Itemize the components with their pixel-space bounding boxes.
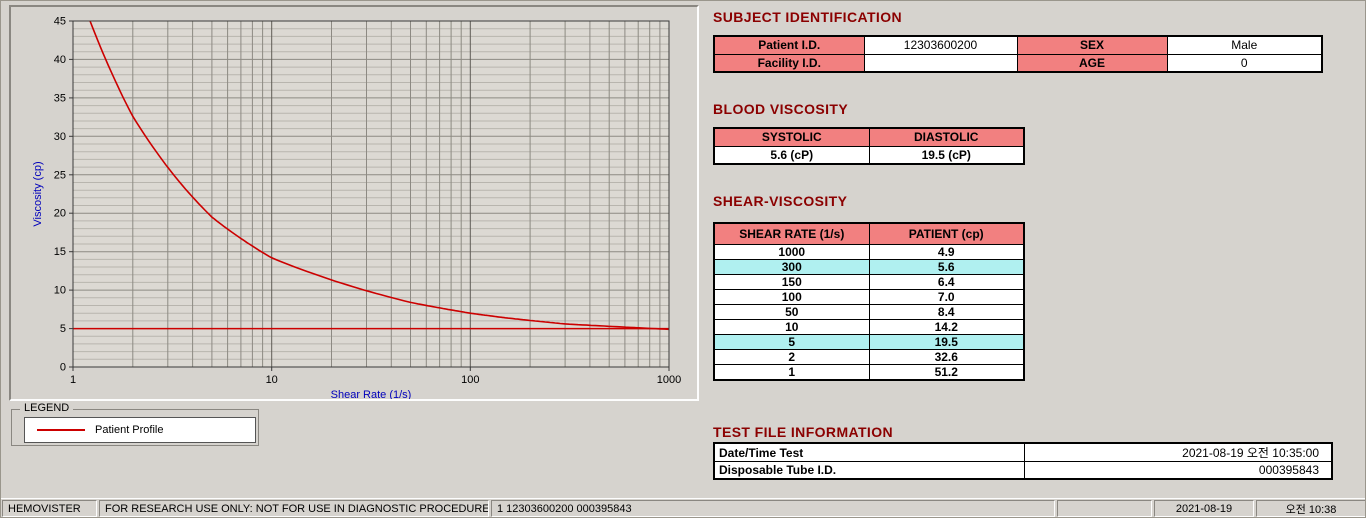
status-time: 오전 10:38	[1256, 500, 1365, 517]
shear-viscosity-heading: SHEAR-VISCOSITY	[713, 193, 848, 209]
table-row: Disposable Tube I.D. 000395843	[713, 461, 1333, 479]
legend-item-label: Patient Profile	[95, 424, 164, 436]
viscosity-chart: 0 5 10 15 20 25 30 35 40 45 1 10 100 1000 Shear Rate (…	[32, 16, 681, 400]
diastolic-value: 19.5 (cP)	[868, 145, 1025, 165]
shear-rate-cell: 150	[713, 273, 870, 290]
shear-rate-cell: 100	[713, 288, 870, 305]
patient-cp-cell: 51.2	[868, 363, 1025, 380]
patient-cp-cell: 32.6	[868, 348, 1025, 365]
svg-text:0: 0	[60, 362, 66, 374]
table-row: 2 32.6	[713, 348, 1025, 365]
patient-profile-line-swatch	[37, 429, 85, 431]
age-label: AGE	[1016, 53, 1168, 73]
patient-cp-cell: 4.9	[868, 243, 1025, 260]
table-row: 1 51.2	[713, 363, 1025, 380]
patient-cp-cell: 14.2	[868, 318, 1025, 335]
shear-rate-cell: 50	[713, 303, 870, 320]
table-row: 100 7.0	[713, 288, 1025, 305]
facility-id-label: Facility I.D.	[713, 53, 865, 73]
patient-id-label: Patient I.D.	[713, 35, 865, 55]
table-row: Date/Time Test 2021-08-19 오전 10:35:00	[713, 442, 1333, 462]
date-time-test-value: 2021-08-19 오전 10:35:00	[1023, 442, 1333, 462]
table-row: 10 14.2	[713, 318, 1025, 335]
table-row: 5.6 (cP) 19.5 (cP)	[713, 145, 1025, 165]
svg-text:10: 10	[266, 374, 278, 386]
patient-cp-cell: 19.5	[868, 333, 1025, 350]
svg-text:100: 100	[461, 374, 479, 386]
systolic-column-header: SYSTOLIC	[713, 127, 870, 147]
status-research-notice: FOR RESEARCH USE ONLY: NOT FOR USE IN DI…	[99, 500, 489, 517]
chart-panel: 0 5 10 15 20 25 30 35 40 45 1 10 100 1000 Shear Rate (…	[9, 5, 699, 401]
table-row: 300 5.6	[713, 258, 1025, 275]
legend-box: Patient Profile	[24, 417, 256, 443]
svg-text:1: 1	[70, 374, 76, 386]
svg-text:20: 20	[54, 208, 66, 220]
subject-identification-heading: SUBJECT IDENTIFICATION	[713, 9, 902, 25]
svg-text:45: 45	[54, 16, 66, 28]
blood-viscosity-heading: BLOOD VISCOSITY	[713, 101, 849, 117]
status-record-info: 1 12303600200 000395843	[491, 500, 1055, 517]
shear-rate-cell: 5	[713, 333, 870, 350]
sex-value: Male	[1166, 35, 1323, 55]
shear-rate-column-header: SHEAR RATE (1/s)	[713, 222, 870, 245]
disposable-tube-id-label: Disposable Tube I.D.	[713, 461, 1025, 479]
age-value: 0	[1166, 53, 1323, 73]
svg-text:40: 40	[54, 54, 66, 66]
subject-identification-table: Patient I.D. 12303600200 SEX Male Facili…	[713, 35, 1323, 73]
legend-title: LEGEND	[20, 402, 74, 414]
table-header-row: SHEAR RATE (1/s) PATIENT (cp)	[713, 222, 1025, 245]
date-time-test-label: Date/Time Test	[713, 442, 1025, 462]
status-app-name: HEMOVISTER	[2, 500, 97, 517]
table-row: 50 8.4	[713, 303, 1025, 320]
svg-text:5: 5	[60, 323, 66, 335]
shear-rate-cell: 1000	[713, 243, 870, 260]
shear-viscosity-table: SHEAR RATE (1/s) PATIENT (cp) 1000 4.9 30…	[713, 222, 1025, 381]
disposable-tube-id-value: 000395843	[1023, 461, 1333, 479]
shear-rate-cell: 300	[713, 258, 870, 275]
patient-cp-cell: 7.0	[868, 288, 1025, 305]
systolic-value: 5.6 (cP)	[713, 145, 870, 165]
patient-cp-cell: 6.4	[868, 273, 1025, 290]
svg-text:1000: 1000	[657, 374, 681, 386]
sex-label: SEX	[1016, 35, 1168, 55]
shear-rate-cell: 10	[713, 318, 870, 335]
table-row: Facility I.D. AGE 0	[713, 53, 1323, 73]
legend-group: LEGEND Patient Profile	[11, 402, 259, 446]
svg-text:15: 15	[54, 246, 66, 258]
svg-text:Viscosity (cp): Viscosity (cp)	[32, 161, 44, 226]
svg-text:35: 35	[54, 92, 66, 104]
status-bar: HEMOVISTER FOR RESEARCH USE ONLY: NOT FO…	[1, 498, 1365, 517]
blood-viscosity-table: SYSTOLIC DIASTOLIC 5.6 (cP) 19.5 (cP)	[713, 127, 1025, 165]
table-row: 150 6.4	[713, 273, 1025, 290]
patient-column-header: PATIENT (cp)	[868, 222, 1025, 245]
shear-rate-cell: 2	[713, 348, 870, 365]
svg-text:25: 25	[54, 169, 66, 181]
svg-text:Shear Rate (1/s): Shear Rate (1/s)	[331, 389, 412, 399]
status-date: 2021-08-19	[1154, 500, 1254, 517]
svg-text:10: 10	[54, 285, 66, 297]
svg-text:30: 30	[54, 131, 66, 143]
table-row: 5 19.5	[713, 333, 1025, 350]
table-row: 1000 4.9	[713, 243, 1025, 260]
patient-cp-cell: 8.4	[868, 303, 1025, 320]
test-file-information-heading: TEST FILE INFORMATION	[713, 424, 894, 440]
status-spare	[1057, 500, 1152, 517]
test-file-information-table: Date/Time Test 2021-08-19 오전 10:35:00 Di…	[713, 442, 1333, 480]
table-row: Patient I.D. 12303600200 SEX Male	[713, 35, 1323, 55]
patient-cp-cell: 5.6	[868, 258, 1025, 275]
diastolic-column-header: DIASTOLIC	[868, 127, 1025, 147]
table-row: SYSTOLIC DIASTOLIC	[713, 127, 1025, 147]
shear-rate-cell: 1	[713, 363, 870, 380]
patient-id-value: 12303600200	[863, 35, 1018, 55]
facility-id-value	[863, 53, 1018, 73]
